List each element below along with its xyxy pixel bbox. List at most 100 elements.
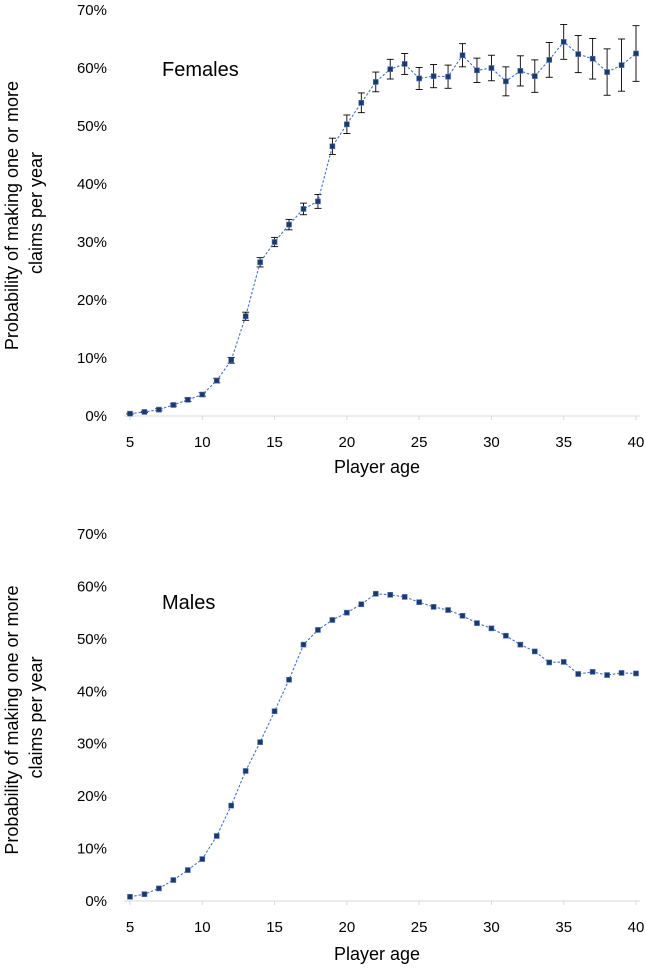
data-point: [517, 641, 524, 648]
y-axis-title: Probability of making one or more claims…: [2, 76, 46, 350]
data-point: [257, 259, 263, 266]
data-point: [170, 402, 177, 408]
y-tick-label: 30%: [77, 736, 107, 753]
data-point: [474, 67, 480, 74]
x-tick-label: 10: [194, 434, 211, 451]
data-point: [575, 51, 581, 57]
x-tick-label: 20: [339, 434, 356, 451]
data-point: [344, 609, 350, 616]
x-tick-label: 10: [194, 919, 211, 936]
data-point: [372, 590, 379, 597]
y-tick-label: 40%: [77, 683, 107, 700]
data-point: [546, 57, 553, 63]
data-point: [445, 73, 451, 80]
data-point: [300, 206, 307, 212]
data-point: [315, 198, 321, 205]
data-point: [445, 607, 451, 613]
y-axis-title-line-2: claims per year: [26, 152, 46, 274]
data-point: [257, 739, 263, 745]
x-tick-label: 15: [266, 919, 283, 936]
data-point: [228, 802, 234, 809]
data-point: [560, 659, 567, 665]
data-point: [459, 52, 466, 59]
y-tick-label: 60%: [77, 60, 107, 77]
data-point: [300, 641, 307, 648]
data-point: [156, 885, 162, 892]
x-tick-label: 15: [266, 434, 283, 451]
x-tick-marks: [129, 416, 637, 420]
series-line-females: [129, 41, 637, 415]
y-axis-title: Probability of making one or more claims…: [2, 580, 46, 854]
y-tick-label: 0%: [85, 893, 107, 910]
data-point: [213, 377, 220, 384]
x-tick-label: 40: [628, 434, 645, 451]
data-point: [329, 143, 336, 150]
y-tick-label: 20%: [77, 292, 107, 309]
chart-panel-females: 0%10%20%30%40%50%60%70% 5 10 15 20 25 30 35 40 …: [2, 2, 644, 477]
data-point: [531, 73, 538, 79]
data-point: [242, 768, 249, 774]
y-tick-label: 10%: [77, 841, 107, 858]
y-tick-labels: 0% 10% 20% 30% 40% 50% 60% 70%: [77, 2, 107, 425]
data-point: [185, 867, 191, 873]
x-axis-title: Player age: [334, 457, 420, 477]
series-line-males: [129, 593, 637, 898]
data-point: [213, 833, 220, 839]
data-point: [618, 62, 625, 68]
data-point: [271, 239, 278, 245]
data-point: [271, 708, 278, 715]
x-tick-label: 20: [339, 919, 356, 936]
data-point: [604, 672, 610, 678]
data-point: [372, 79, 379, 85]
data-point: [430, 73, 437, 79]
data-point: [474, 620, 480, 626]
data-point: [503, 78, 509, 85]
data-point: [604, 69, 610, 75]
data-point: [416, 75, 422, 82]
data-point: [170, 877, 177, 883]
y-axis-title-line-1: Probability of making one or more: [2, 585, 22, 854]
x-tick-label: 35: [555, 434, 572, 451]
x-tick-label: 25: [411, 434, 428, 451]
y-tick-label: 20%: [77, 788, 107, 805]
data-point: [488, 65, 495, 71]
x-tick-label: 5: [126, 919, 134, 936]
data-point: [459, 612, 466, 619]
y-tick-label: 10%: [77, 350, 107, 367]
x-tick-labels: 5 10 15 20 25 30 35 40: [126, 434, 645, 451]
y-tick-label: 0%: [85, 408, 107, 425]
y-tick-label: 50%: [77, 118, 107, 135]
data-markers: [127, 590, 639, 900]
error-bars: [126, 24, 640, 415]
y-tick-label: 50%: [77, 631, 107, 648]
data-point: [531, 648, 538, 655]
y-tick-label: 30%: [77, 234, 107, 251]
data-point: [488, 625, 495, 632]
data-point: [286, 676, 292, 683]
data-point: [185, 396, 191, 403]
data-point: [560, 39, 567, 45]
x-axis-title: Player age: [334, 944, 420, 964]
data-point: [141, 409, 148, 415]
y-axis-title-line-1: Probability of making one or more: [2, 81, 22, 350]
data-point: [503, 632, 509, 639]
chart-title-females: Females: [162, 59, 239, 81]
data-point: [199, 391, 206, 398]
data-point: [358, 601, 365, 608]
data-point: [430, 604, 437, 610]
y-tick-label: 70%: [77, 526, 107, 543]
data-point: [546, 659, 553, 666]
x-tick-label: 5: [126, 434, 134, 451]
data-point: [127, 894, 133, 900]
data-point: [228, 357, 234, 364]
data-point: [517, 68, 524, 74]
data-point: [141, 891, 148, 897]
data-point: [589, 55, 596, 62]
y-tick-labels: 0% 10% 20% 30% 40% 50% 60% 70%: [77, 526, 107, 910]
y-tick-label: 60%: [77, 578, 107, 595]
data-point: [156, 406, 162, 413]
x-tick-labels: 5 10 15 20 25 30 35 40: [126, 919, 645, 936]
data-point: [633, 670, 639, 677]
y-tick-label: 40%: [77, 176, 107, 193]
